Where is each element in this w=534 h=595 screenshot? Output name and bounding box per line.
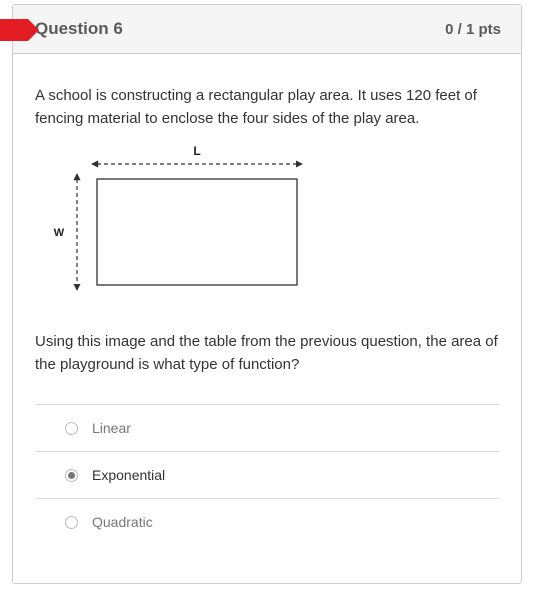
option-label: Linear xyxy=(92,420,131,436)
answer-option[interactable]: Linear xyxy=(35,405,499,452)
question-prompt-1: A school is constructing a rectangular p… xyxy=(35,84,499,131)
question-header: Question 6 0 / 1 pts xyxy=(13,5,521,54)
question-card: Question 6 0 / 1 pts A school is constru… xyxy=(12,4,522,584)
question-prompt-2: Using this image and the table from the … xyxy=(35,330,499,377)
answer-option[interactable]: Exponential xyxy=(35,452,499,499)
rectangle-diagram: LW xyxy=(35,145,335,305)
option-label: Quadratic xyxy=(92,514,153,530)
question-title: Question 6 xyxy=(35,19,123,39)
question-figure: LW xyxy=(35,145,499,310)
incorrect-ribbon xyxy=(0,19,28,41)
answer-options: Linear Exponential Quadratic xyxy=(35,404,499,545)
radio-icon[interactable] xyxy=(65,422,78,435)
question-points: 0 / 1 pts xyxy=(445,21,501,38)
svg-text:W: W xyxy=(54,227,65,239)
answer-option[interactable]: Quadratic xyxy=(35,499,499,545)
radio-icon[interactable] xyxy=(65,469,78,482)
question-body: A school is constructing a rectangular p… xyxy=(13,54,521,555)
svg-text:L: L xyxy=(193,145,200,158)
radio-icon[interactable] xyxy=(65,516,78,529)
option-label: Exponential xyxy=(92,467,165,483)
